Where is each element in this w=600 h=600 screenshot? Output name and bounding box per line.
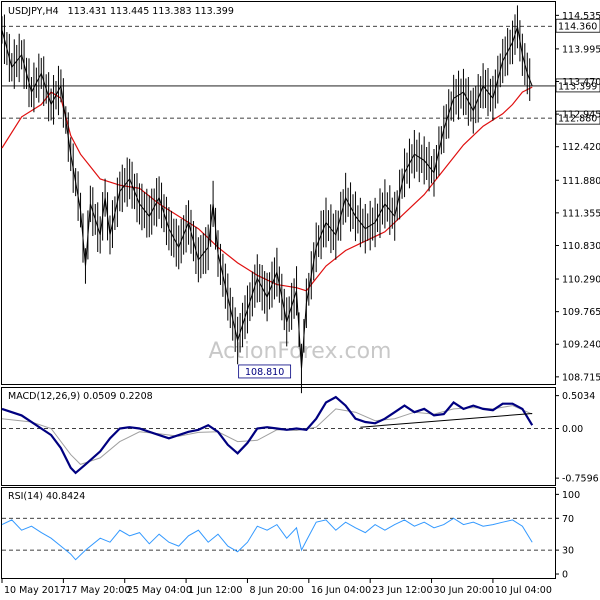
price-tick-label: 108.715	[562, 372, 600, 383]
price-tick-label: 110.830	[562, 241, 600, 252]
rsi-tick-label: 30	[562, 546, 574, 557]
macd-tick-label: -0.7596	[562, 474, 599, 485]
x-tick-label: 25 May 04:00	[127, 585, 192, 596]
x-tick-label: 10 May 2017	[4, 585, 66, 596]
low-label-box	[238, 364, 292, 379]
price-level-box	[555, 18, 600, 33]
ohlc-text: 113.431 113.445 113.383 113.399	[68, 6, 234, 17]
x-tick-label: 30 Jun 20:00	[434, 585, 494, 596]
low-label-text: 108.810	[245, 367, 284, 378]
price-panel	[1, 1, 556, 385]
price-tick-label: 110.290	[562, 275, 600, 286]
price-tick-label: 109.765	[562, 307, 600, 318]
price-tick-label: 112.420	[562, 142, 600, 153]
symbol-label: USDJPY,H4 113.431 113.445 113.383 113.39…	[8, 6, 234, 17]
rsi-tick-label: 100	[562, 490, 580, 501]
price-tick-label: 109.240	[562, 340, 600, 351]
price-level-label: 113.399	[558, 81, 597, 92]
macd-tick-label: 0.00	[562, 424, 583, 435]
rsi-line	[1, 517, 533, 561]
macd-trendline	[360, 412, 533, 428]
x-tick-label: 8 Jun 20:00	[249, 585, 303, 596]
price-tick-label: 114.535	[562, 11, 600, 22]
x-tick-label: 17 May 20:00	[65, 585, 130, 596]
price-level-label: 112.880	[558, 114, 597, 125]
macd-tick-label: 0.5034	[562, 391, 595, 402]
rsi-series	[1, 517, 555, 561]
rsi-label: RSI(14) 40.8424	[8, 491, 85, 502]
price-tick-label: 113.995	[562, 44, 600, 55]
rsi-tick-label: 0	[562, 570, 568, 581]
rsi-panel	[1, 487, 556, 579]
price-tick-label: 112.945	[562, 110, 600, 121]
rsi-tick-label: 70	[562, 514, 574, 525]
price-tick-label: 113.470	[562, 77, 600, 88]
price-tick-label: 111.355	[562, 208, 600, 219]
price-level-box	[555, 110, 600, 125]
macd-panel	[1, 387, 556, 486]
x-tick-label: 10 Jul 04:00	[495, 585, 552, 596]
price-tick-label: 111.880	[562, 176, 600, 187]
y-axis-ticks: 114.535 113.995 113.470 112.945 112.420 111.8…	[555, 11, 600, 581]
macd-line	[1, 395, 534, 475]
x-tick-label: 16 Jun 04:00	[311, 585, 371, 596]
price-level-box	[555, 78, 600, 93]
symbol-text: USDJPY,H4	[8, 6, 59, 17]
x-tick-label: 1 Jun 12:00	[188, 585, 242, 596]
macd-label: MACD(12,26,9) 0.0509 0.2208	[8, 391, 153, 402]
price-series	[1, 5, 533, 394]
macd-series	[1, 395, 555, 475]
price-levels: 114.360 113.399 112.880	[2, 18, 600, 125]
low-label-group: 108.810	[238, 364, 292, 379]
x-tick-label: 23 Jun 12:00	[372, 585, 432, 596]
price-level-label: 114.360	[558, 22, 597, 33]
